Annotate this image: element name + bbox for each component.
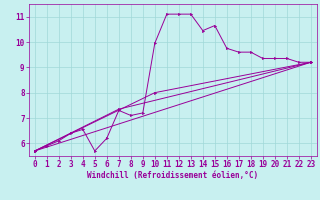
X-axis label: Windchill (Refroidissement éolien,°C): Windchill (Refroidissement éolien,°C) bbox=[87, 171, 258, 180]
